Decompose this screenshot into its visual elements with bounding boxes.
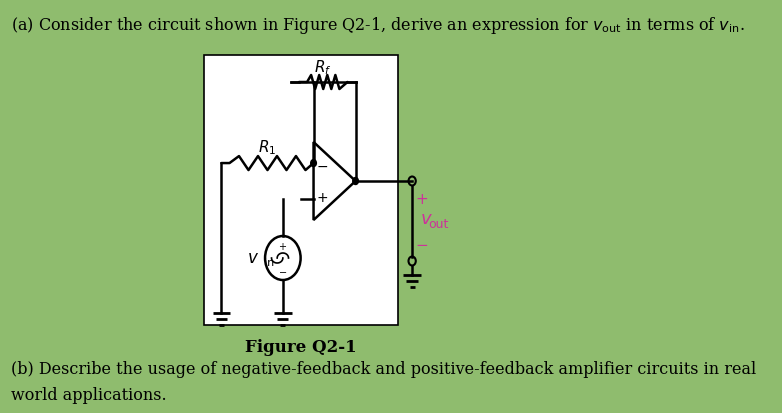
Text: $+$: $+$ (316, 191, 328, 205)
Text: (b) Describe the usage of negative-feedback and positive-feedback amplifier circ: (b) Describe the usage of negative-feedb… (11, 361, 756, 378)
Text: $-$: $-$ (278, 266, 288, 276)
Text: $+$: $+$ (415, 192, 429, 206)
Text: $+$: $+$ (278, 242, 287, 252)
Text: Figure Q2-1: Figure Q2-1 (245, 339, 357, 356)
Text: $-$: $-$ (415, 235, 429, 251)
Text: $R_f$: $R_f$ (314, 59, 332, 77)
Text: world applications.: world applications. (11, 387, 167, 404)
Text: $R_1$: $R_1$ (258, 139, 277, 157)
FancyBboxPatch shape (203, 55, 397, 325)
Text: $v$: $v$ (246, 249, 259, 267)
Text: (a) Consider the circuit shown in Figure Q2-1, derive an expression for $v_\math: (a) Consider the circuit shown in Figure… (11, 16, 745, 36)
Circle shape (310, 159, 317, 166)
Text: $-$: $-$ (316, 159, 328, 173)
Text: out: out (429, 218, 449, 230)
Text: in: in (264, 258, 274, 268)
Circle shape (353, 178, 358, 185)
Text: $v$: $v$ (420, 210, 433, 228)
